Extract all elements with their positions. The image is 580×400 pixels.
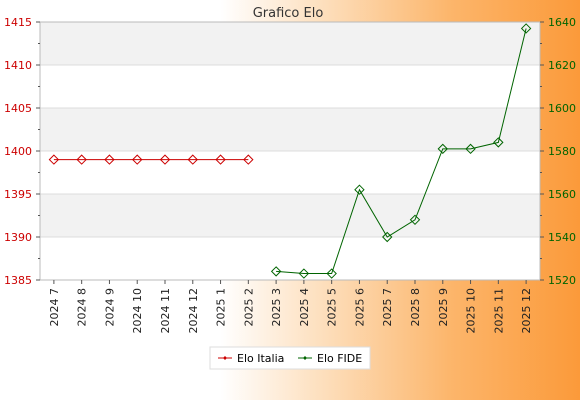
data-point xyxy=(270,266,282,277)
x-tick-label: 2025 1 xyxy=(215,288,228,327)
data-point xyxy=(437,143,448,155)
y-left-tick-label: 1390 xyxy=(4,231,32,244)
x-tick-label: 2025 12 xyxy=(520,288,533,334)
x-tick-label: 2024 8 xyxy=(76,288,89,327)
x-tick-label: 2025 7 xyxy=(381,288,394,327)
y-left-tick-label: 1400 xyxy=(4,145,32,158)
y-left-tick-label: 1410 xyxy=(4,59,32,72)
data-point xyxy=(326,268,337,279)
legend-label: Elo FIDE xyxy=(317,352,362,365)
y-right-tick-label: 1640 xyxy=(548,16,576,29)
x-tick-label: 2024 10 xyxy=(131,288,144,334)
y-right-tick-label: 1540 xyxy=(548,231,576,244)
data-point xyxy=(520,23,532,34)
grid-band xyxy=(40,108,540,151)
y-left-tick-label: 1395 xyxy=(4,188,32,201)
x-tick-label: 2025 11 xyxy=(492,288,505,334)
data-point xyxy=(132,154,143,165)
y-right-tick-label: 1600 xyxy=(548,102,576,115)
data-point xyxy=(243,154,254,165)
x-tick-label: 2024 11 xyxy=(159,288,172,334)
x-tick-label: 2025 8 xyxy=(409,288,422,327)
y-left-tick-label: 1405 xyxy=(4,102,32,115)
legend-box xyxy=(209,346,371,370)
data-point xyxy=(76,154,87,165)
legend-swatch-marker xyxy=(223,356,227,360)
chart-title: Grafico Elo xyxy=(253,6,324,21)
legend-swatch-marker xyxy=(303,356,307,360)
x-tick-label: 2024 7 xyxy=(48,288,61,327)
y-left-tick-label: 1385 xyxy=(4,274,32,287)
series-layer xyxy=(48,23,532,279)
data-point xyxy=(187,154,198,165)
x-tick-label: 2025 2 xyxy=(242,288,255,327)
data-point xyxy=(382,231,393,243)
data-point xyxy=(493,137,504,148)
data-point xyxy=(159,154,171,165)
x-tick-label: 2025 10 xyxy=(465,288,478,334)
grid-band xyxy=(40,22,540,65)
x-tick-label: 2025 3 xyxy=(270,288,283,327)
y-right-tick-label: 1580 xyxy=(548,145,576,158)
data-point xyxy=(104,154,115,165)
data-point xyxy=(48,154,60,165)
data-point xyxy=(465,143,476,155)
axes: 1385 1390 1395 1400 1405 1410 1415 1520 1540 1560… xyxy=(4,16,576,334)
data-point xyxy=(354,184,365,195)
x-tick-label: 2025 4 xyxy=(298,288,311,327)
data-point xyxy=(409,214,421,226)
x-tick-label: 2025 6 xyxy=(353,288,366,327)
legend-label: Elo Italia xyxy=(237,352,284,365)
y-right-tick-label: 1560 xyxy=(548,188,576,201)
x-tick-label: 2025 9 xyxy=(437,288,450,327)
y-right-tick-label: 1520 xyxy=(548,274,576,287)
data-point xyxy=(215,154,226,165)
y-left-tick-label: 1415 xyxy=(4,16,32,29)
grid-band xyxy=(40,194,540,237)
x-tick-label: 2024 9 xyxy=(103,288,116,327)
data-point xyxy=(298,268,310,279)
series-line xyxy=(276,28,527,275)
x-tick-label: 2025 5 xyxy=(326,288,339,327)
y-right-tick-label: 1620 xyxy=(548,59,576,72)
x-tick-label: 2024 12 xyxy=(187,288,200,334)
legend: Elo Italia Elo FIDE xyxy=(209,346,371,370)
